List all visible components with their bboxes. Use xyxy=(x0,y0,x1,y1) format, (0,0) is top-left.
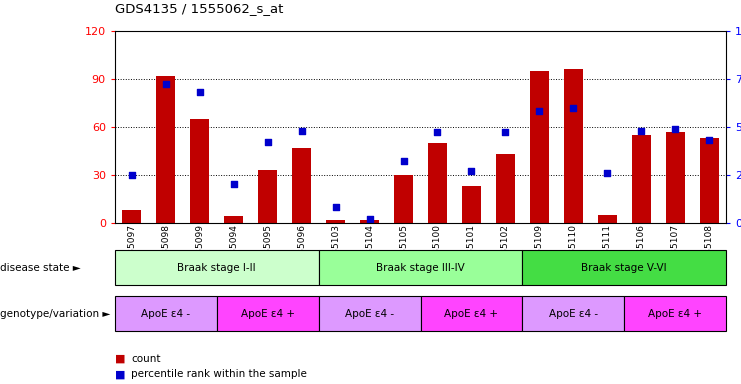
FancyBboxPatch shape xyxy=(115,250,319,285)
Bar xyxy=(360,220,379,223)
Text: percentile rank within the sample: percentile rank within the sample xyxy=(131,369,307,379)
Bar xyxy=(292,147,311,223)
Bar xyxy=(462,186,481,223)
Bar xyxy=(259,170,277,223)
Text: Braak stage III-IV: Braak stage III-IV xyxy=(376,263,465,273)
Point xyxy=(499,129,511,136)
Text: Braak stage V-VI: Braak stage V-VI xyxy=(582,263,667,273)
FancyBboxPatch shape xyxy=(319,296,420,331)
Bar xyxy=(326,220,345,223)
Point xyxy=(703,137,715,143)
Point xyxy=(568,104,579,111)
Bar xyxy=(700,138,719,223)
Bar xyxy=(496,154,515,223)
FancyBboxPatch shape xyxy=(522,296,624,331)
Text: count: count xyxy=(131,354,161,364)
Point xyxy=(330,204,342,210)
Text: ■: ■ xyxy=(115,369,129,379)
Bar xyxy=(156,76,175,223)
Bar xyxy=(564,69,582,223)
Text: ApoE ε4 +: ApoE ε4 + xyxy=(445,309,499,319)
Bar xyxy=(225,216,243,223)
Text: GDS4135 / 1555062_s_at: GDS4135 / 1555062_s_at xyxy=(115,2,283,15)
Text: disease state ►: disease state ► xyxy=(0,263,81,273)
Text: ApoE ε4 -: ApoE ε4 - xyxy=(549,309,598,319)
Text: ApoE ε4 +: ApoE ε4 + xyxy=(648,309,702,319)
Bar xyxy=(122,210,142,223)
Point xyxy=(160,81,172,88)
FancyBboxPatch shape xyxy=(522,250,726,285)
Bar xyxy=(190,119,209,223)
FancyBboxPatch shape xyxy=(624,296,726,331)
Text: ApoE ε4 +: ApoE ε4 + xyxy=(241,309,295,319)
Text: genotype/variation ►: genotype/variation ► xyxy=(0,309,110,319)
Bar xyxy=(428,143,447,223)
Bar xyxy=(530,71,549,223)
Point xyxy=(227,181,239,187)
Text: ApoE ε4 -: ApoE ε4 - xyxy=(142,309,190,319)
FancyBboxPatch shape xyxy=(420,296,522,331)
FancyBboxPatch shape xyxy=(319,250,522,285)
Point xyxy=(126,172,138,178)
Text: Braak stage I-II: Braak stage I-II xyxy=(177,263,256,273)
Bar xyxy=(632,135,651,223)
Bar xyxy=(666,132,685,223)
Point xyxy=(398,158,410,164)
FancyBboxPatch shape xyxy=(115,296,216,331)
Point xyxy=(534,108,545,114)
Point xyxy=(262,139,273,145)
Point xyxy=(194,89,206,95)
Bar xyxy=(394,175,413,223)
Point xyxy=(296,127,308,134)
Point xyxy=(669,126,681,132)
Point xyxy=(465,168,477,174)
Point xyxy=(602,170,614,176)
Bar xyxy=(598,215,617,223)
Point xyxy=(635,127,647,134)
FancyBboxPatch shape xyxy=(216,296,319,331)
Point xyxy=(364,216,376,222)
Text: ■: ■ xyxy=(115,354,129,364)
Text: ApoE ε4 -: ApoE ε4 - xyxy=(345,309,394,319)
Point xyxy=(431,129,443,136)
